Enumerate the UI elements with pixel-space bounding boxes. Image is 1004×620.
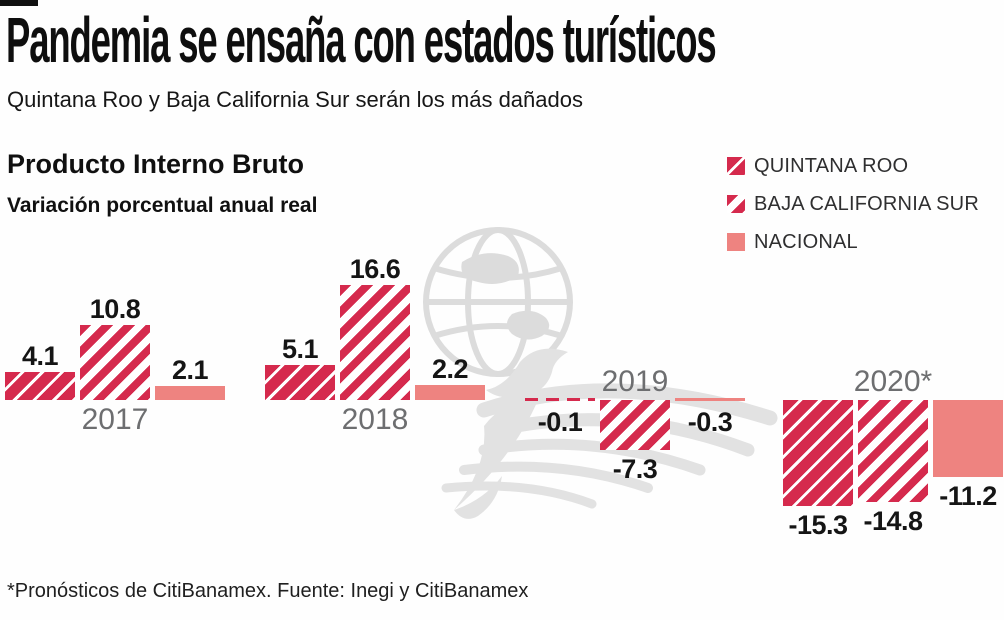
bar-quintana-roo-2017 xyxy=(5,371,75,400)
value-label-baja-california-sur-2018: 16.6 xyxy=(349,254,401,285)
bar-baja-california-sur-2018 xyxy=(340,285,410,400)
year-label-2020: 2020* xyxy=(853,365,933,398)
legend-swatch-baja-california-sur xyxy=(727,195,745,213)
legend-item-nacional: NACIONAL xyxy=(727,231,979,253)
bar-quintana-roo-2019 xyxy=(525,398,595,401)
value-label-nacional-2020: -11.2 xyxy=(939,481,997,512)
year-label-2019: 2019 xyxy=(601,365,669,398)
value-label-quintana-roo-2018: 5.1 xyxy=(281,333,319,364)
crop-artifact-mark xyxy=(0,0,38,6)
legend-swatch-nacional xyxy=(727,233,745,251)
bar-baja-california-sur-2020 xyxy=(858,400,928,503)
year-label-2018: 2018 xyxy=(341,403,409,436)
value-label-baja-california-sur-2019: -7.3 xyxy=(612,454,658,485)
value-label-nacional-2017: 2.1 xyxy=(171,354,209,385)
bar-nacional-2020 xyxy=(933,400,1003,478)
value-label-quintana-roo-2020: -15.3 xyxy=(788,509,848,540)
year-label-2017: 2017 xyxy=(81,403,149,436)
value-label-quintana-roo-2019: -0.1 xyxy=(537,407,583,437)
legend-swatch-quintana-roo xyxy=(727,157,745,175)
value-label-quintana-roo-2017: 4.1 xyxy=(21,340,59,371)
legend-item-quintana-roo: QUINTANA ROO xyxy=(727,155,979,177)
bar-quintana-roo-2018 xyxy=(265,364,335,400)
legend: QUINTANA ROO BAJA CALIFORNIA SUR NACIONA… xyxy=(727,155,979,269)
page-title: Pandemia se ensaña con estados turístico… xyxy=(6,4,717,76)
value-label-baja-california-sur-2017: 10.8 xyxy=(89,294,141,325)
legend-item-baja-california-sur: BAJA CALIFORNIA SUR xyxy=(727,193,979,215)
value-label-nacional-2018: 2.2 xyxy=(431,353,469,384)
chart-subtitle: Variación porcentual anual real xyxy=(7,194,318,217)
bar-baja-california-sur-2017 xyxy=(80,325,150,400)
legend-label: BAJA CALIFORNIA SUR xyxy=(754,192,979,215)
bar-nacional-2017 xyxy=(155,385,225,400)
value-label-baja-california-sur-2020: -14.8 xyxy=(863,506,923,537)
source-note: *Pronósticos de CitiBanamex. Fuente: Ine… xyxy=(7,580,529,602)
bar-quintana-roo-2020 xyxy=(783,400,853,506)
legend-label: NACIONAL xyxy=(754,230,858,253)
value-label-nacional-2019: -0.3 xyxy=(687,407,733,437)
bar-nacional-2018 xyxy=(415,384,485,400)
chart-title: Producto Interno Bruto xyxy=(7,149,304,179)
bar-baja-california-sur-2019 xyxy=(600,400,670,451)
page-subtitle: Quintana Roo y Baja California Sur serán… xyxy=(7,87,583,112)
bar-nacional-2019 xyxy=(675,398,745,401)
legend-label: QUINTANA ROO xyxy=(754,154,909,177)
